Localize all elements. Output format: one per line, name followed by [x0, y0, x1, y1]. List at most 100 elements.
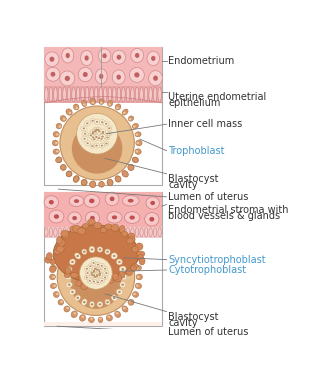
Ellipse shape [44, 196, 58, 209]
Ellipse shape [103, 275, 108, 280]
Ellipse shape [69, 112, 71, 114]
Ellipse shape [90, 118, 95, 123]
Ellipse shape [136, 285, 139, 287]
Bar [44, 192, 162, 227]
Ellipse shape [90, 144, 95, 148]
Ellipse shape [68, 268, 71, 270]
Ellipse shape [67, 171, 72, 176]
Ellipse shape [98, 49, 111, 63]
Ellipse shape [103, 121, 109, 126]
Ellipse shape [54, 214, 59, 219]
Ellipse shape [94, 228, 98, 237]
Ellipse shape [104, 87, 107, 102]
Ellipse shape [91, 130, 96, 135]
Ellipse shape [101, 121, 103, 123]
Ellipse shape [128, 164, 134, 170]
Ellipse shape [107, 101, 113, 106]
Ellipse shape [116, 312, 118, 314]
Ellipse shape [130, 67, 144, 83]
Ellipse shape [98, 248, 101, 250]
Ellipse shape [129, 165, 132, 168]
Ellipse shape [58, 299, 64, 305]
Ellipse shape [113, 87, 116, 102]
Ellipse shape [122, 242, 128, 248]
Ellipse shape [133, 259, 136, 261]
Ellipse shape [73, 104, 79, 110]
Ellipse shape [99, 234, 102, 236]
Ellipse shape [135, 283, 142, 289]
Ellipse shape [92, 273, 96, 278]
Ellipse shape [102, 131, 104, 133]
Ellipse shape [99, 317, 102, 320]
Ellipse shape [57, 239, 65, 246]
Ellipse shape [154, 87, 157, 102]
Ellipse shape [154, 228, 157, 237]
Ellipse shape [97, 281, 99, 283]
Ellipse shape [90, 228, 93, 237]
Text: Endometrium: Endometrium [168, 56, 234, 66]
Bar [44, 47, 162, 86]
Ellipse shape [107, 233, 112, 239]
Ellipse shape [82, 249, 87, 255]
Ellipse shape [117, 228, 121, 237]
Ellipse shape [97, 247, 103, 252]
Ellipse shape [85, 271, 90, 275]
Ellipse shape [91, 303, 93, 306]
Ellipse shape [64, 273, 70, 278]
Ellipse shape [90, 98, 95, 105]
Ellipse shape [66, 109, 72, 115]
Ellipse shape [84, 275, 89, 280]
Ellipse shape [45, 256, 51, 263]
Ellipse shape [76, 228, 80, 237]
Ellipse shape [129, 300, 132, 303]
Bar [44, 47, 162, 185]
Ellipse shape [122, 195, 139, 206]
Ellipse shape [58, 228, 62, 237]
Ellipse shape [90, 181, 96, 188]
Ellipse shape [90, 216, 95, 221]
Ellipse shape [122, 276, 125, 278]
Ellipse shape [121, 268, 124, 270]
Ellipse shape [134, 72, 139, 77]
Ellipse shape [94, 87, 98, 102]
Ellipse shape [95, 275, 98, 277]
Ellipse shape [60, 165, 66, 170]
Ellipse shape [100, 138, 103, 140]
Ellipse shape [95, 280, 101, 285]
Ellipse shape [94, 276, 96, 278]
Ellipse shape [92, 279, 96, 284]
Ellipse shape [106, 137, 109, 138]
Ellipse shape [135, 265, 141, 270]
Ellipse shape [99, 228, 102, 237]
Ellipse shape [94, 130, 96, 132]
Ellipse shape [62, 48, 74, 63]
Circle shape [77, 113, 117, 154]
Ellipse shape [66, 171, 72, 177]
Ellipse shape [53, 132, 59, 137]
Ellipse shape [72, 87, 75, 102]
Ellipse shape [90, 234, 93, 236]
Ellipse shape [56, 157, 62, 162]
Ellipse shape [107, 126, 112, 131]
Ellipse shape [149, 217, 154, 222]
Ellipse shape [135, 243, 143, 250]
Ellipse shape [99, 280, 107, 287]
Ellipse shape [150, 201, 155, 205]
Ellipse shape [70, 289, 75, 295]
Ellipse shape [128, 233, 135, 240]
Ellipse shape [132, 246, 138, 252]
Ellipse shape [88, 219, 95, 225]
Ellipse shape [101, 135, 104, 137]
Ellipse shape [99, 120, 105, 125]
Ellipse shape [139, 257, 145, 265]
Ellipse shape [116, 259, 122, 265]
Ellipse shape [98, 130, 100, 132]
Ellipse shape [88, 264, 93, 269]
Ellipse shape [108, 236, 110, 238]
Ellipse shape [97, 269, 100, 271]
Ellipse shape [112, 273, 119, 280]
Ellipse shape [131, 264, 138, 269]
Ellipse shape [105, 135, 110, 140]
Ellipse shape [87, 142, 89, 144]
Ellipse shape [86, 276, 88, 279]
